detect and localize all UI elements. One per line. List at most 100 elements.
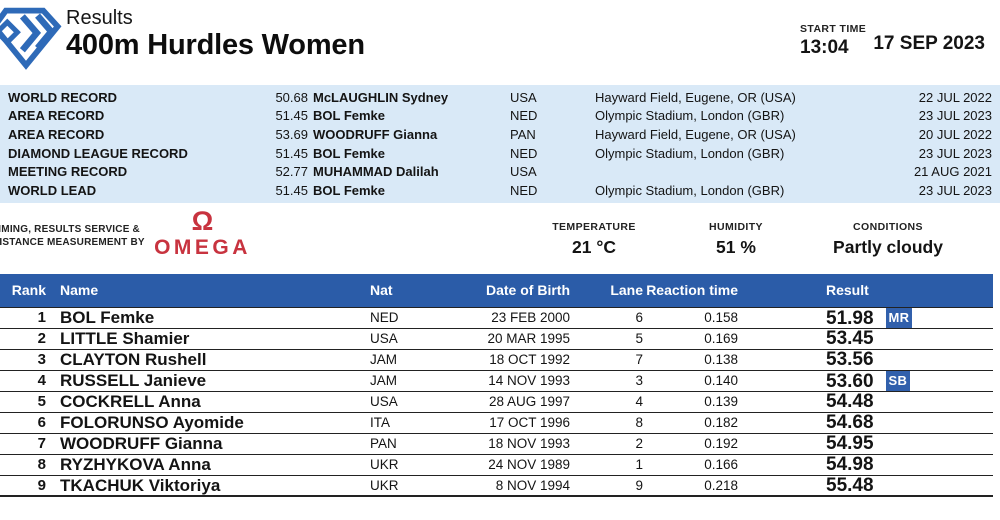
column-header-reaction: Reaction time xyxy=(646,282,738,299)
record-row: AREA RECORD 53.69 WOODRUFF Gianna PAN Ha… xyxy=(0,127,1000,142)
table-row: 2 LITTLE Shamier USA 20 MAR 1995 5 0.169… xyxy=(0,328,993,349)
athlete-result: 54.48 xyxy=(826,391,874,412)
record-nationality: NED xyxy=(510,183,538,199)
start-time-block: START TIME 13:04 xyxy=(800,23,866,59)
athlete-lane: 3 xyxy=(635,372,643,388)
record-date: 21 AUG 2021 xyxy=(913,164,992,180)
record-label: WORLD LEAD xyxy=(8,183,97,199)
record-nationality: PAN xyxy=(510,127,536,143)
record-mark: 53.69 xyxy=(275,127,308,143)
results-table: Rank Name Nat Date of Birth Lane Reactio… xyxy=(0,274,993,497)
result-badge: SB xyxy=(885,370,911,391)
athlete-result-cell: 54.68 xyxy=(738,412,993,433)
athlete-result-cell: 55.48 xyxy=(738,475,993,496)
athlete-nationality: ITA xyxy=(370,414,390,430)
athlete-rank: 5 xyxy=(37,393,46,410)
athlete-reaction-time: 0.182 xyxy=(704,414,738,430)
athlete-rank: 4 xyxy=(37,372,46,389)
column-header-rank: Rank xyxy=(11,282,46,299)
athlete-name: FOLORUNSO Ayomide xyxy=(60,413,244,432)
athlete-lane: 4 xyxy=(635,393,643,409)
athlete-date-of-birth: 23 FEB 2000 xyxy=(491,309,570,325)
table-row: 3 CLAYTON Rushell JAM 18 OCT 1992 7 0.13… xyxy=(0,349,993,370)
athlete-name: BOL Femke xyxy=(60,308,155,327)
record-venue: Hayward Field, Eugene, OR (USA) xyxy=(595,89,796,105)
record-label: AREA RECORD xyxy=(8,108,105,124)
athlete-reaction-time: 0.218 xyxy=(704,477,738,493)
athlete-lane: 1 xyxy=(635,456,643,472)
athlete-name: RYZHYKOVA Anna xyxy=(60,455,211,474)
athlete-date-of-birth: 24 NOV 1989 xyxy=(488,456,570,472)
humidity-label: HUMIDITY xyxy=(709,221,763,233)
conditions-block: CONDITIONS Partly cloudy xyxy=(800,221,976,258)
athlete-result: 54.98 xyxy=(826,454,874,475)
record-row: WORLD LEAD 51.45 BOL Femke NED Olympic S… xyxy=(0,183,1000,198)
athlete-result: 54.95 xyxy=(826,433,874,454)
athlete-nationality: JAM xyxy=(370,372,397,388)
athlete-nationality: NED xyxy=(370,309,399,325)
page-title: 400m Hurdles Women xyxy=(66,29,365,61)
record-label: MEETING RECORD xyxy=(8,164,128,180)
record-mark: 51.45 xyxy=(275,145,308,161)
athlete-result-cell: 54.48 xyxy=(738,391,993,412)
record-label: AREA RECORD xyxy=(8,127,105,143)
table-row: 5 COCKRELL Anna USA 28 AUG 1997 4 0.139 … xyxy=(0,391,993,412)
record-date: 23 JUL 2023 xyxy=(918,183,992,199)
athlete-rank: 1 xyxy=(37,309,46,326)
athlete-lane: 5 xyxy=(635,330,643,346)
athlete-result-cell: 53.56 xyxy=(738,349,993,370)
athlete-lane: 2 xyxy=(635,435,643,451)
record-row: MEETING RECORD 52.77 MUHAMMAD Dalilah US… xyxy=(0,164,1000,179)
athlete-reaction-time: 0.158 xyxy=(704,309,738,325)
table-row: 7 WOODRUFF Gianna PAN 18 NOV 1993 2 0.19… xyxy=(0,433,993,454)
athlete-reaction-time: 0.140 xyxy=(704,372,738,388)
column-header-nat: Nat xyxy=(370,282,393,299)
athlete-rank: 8 xyxy=(37,456,46,473)
athlete-rank: 9 xyxy=(37,476,46,494)
athlete-date-of-birth: 17 OCT 1996 xyxy=(489,414,570,430)
athlete-lane: 6 xyxy=(635,309,643,325)
table-row: 8 RYZHYKOVA Anna UKR 24 NOV 1989 1 0.166… xyxy=(0,454,993,475)
athlete-name: CLAYTON Rushell xyxy=(60,350,207,369)
athlete-result: 53.56 xyxy=(826,349,874,370)
record-athlete-name: BOL Femke xyxy=(313,145,386,161)
athlete-nationality: UKR xyxy=(370,456,399,472)
athlete-lane: 7 xyxy=(635,351,643,367)
results-table-header: Rank Name Nat Date of Birth Lane Reactio… xyxy=(0,274,993,307)
record-nationality: USA xyxy=(510,89,537,105)
timing-conditions-strip: TIMING, RESULTS SERVICE & DISTANCE MEASU… xyxy=(0,208,1000,272)
athlete-date-of-birth: 18 NOV 1993 xyxy=(488,435,570,451)
athlete-reaction-time: 0.192 xyxy=(704,435,738,451)
timing-credit-line1: TIMING, RESULTS SERVICE & xyxy=(0,224,140,235)
athlete-lane: 8 xyxy=(635,414,643,430)
record-venue: Olympic Stadium, London (GBR) xyxy=(595,108,785,124)
athlete-result-cell: 54.98 xyxy=(738,454,993,475)
athlete-result: 54.68 xyxy=(826,412,874,433)
temperature-label: TEMPERATURE xyxy=(552,221,636,233)
athlete-name: WOODRUFF Gianna xyxy=(60,434,223,453)
record-athlete-name: MUHAMMAD Dalilah xyxy=(313,164,439,180)
results-subtitle: Results xyxy=(66,7,133,29)
start-time-label: START TIME xyxy=(800,23,867,35)
conditions-label: CONDITIONS xyxy=(853,221,923,233)
athlete-date-of-birth: 8 NOV 1994 xyxy=(495,477,570,493)
record-date: 23 JUL 2023 xyxy=(918,108,992,124)
record-venue: Hayward Field, Eugene, OR (USA) xyxy=(595,127,796,143)
record-mark: 50.68 xyxy=(275,89,308,105)
athlete-rank: 6 xyxy=(37,414,46,431)
athlete-result-cell: 54.95 xyxy=(738,433,993,454)
athlete-rank: 2 xyxy=(37,330,46,347)
temperature-block: TEMPERATURE 21 °C xyxy=(534,221,654,258)
athlete-result: 55.48 xyxy=(826,474,874,496)
record-label: WORLD RECORD xyxy=(8,89,118,105)
athlete-name: COCKRELL Anna xyxy=(60,392,201,411)
results-table-body: 1 BOL Femke NED 23 FEB 2000 6 0.158 51.9… xyxy=(0,307,993,496)
timing-credit-line2: DISTANCE MEASUREMENT BY xyxy=(0,237,145,248)
athlete-result-cell: 53.45 xyxy=(738,328,993,349)
record-nationality: NED xyxy=(510,145,538,161)
record-mark: 51.45 xyxy=(275,183,308,199)
record-mark: 52.77 xyxy=(275,164,308,180)
athlete-reaction-time: 0.169 xyxy=(704,330,738,346)
athlete-lane: 9 xyxy=(635,477,643,493)
diamond-league-logo-icon xyxy=(0,7,62,70)
